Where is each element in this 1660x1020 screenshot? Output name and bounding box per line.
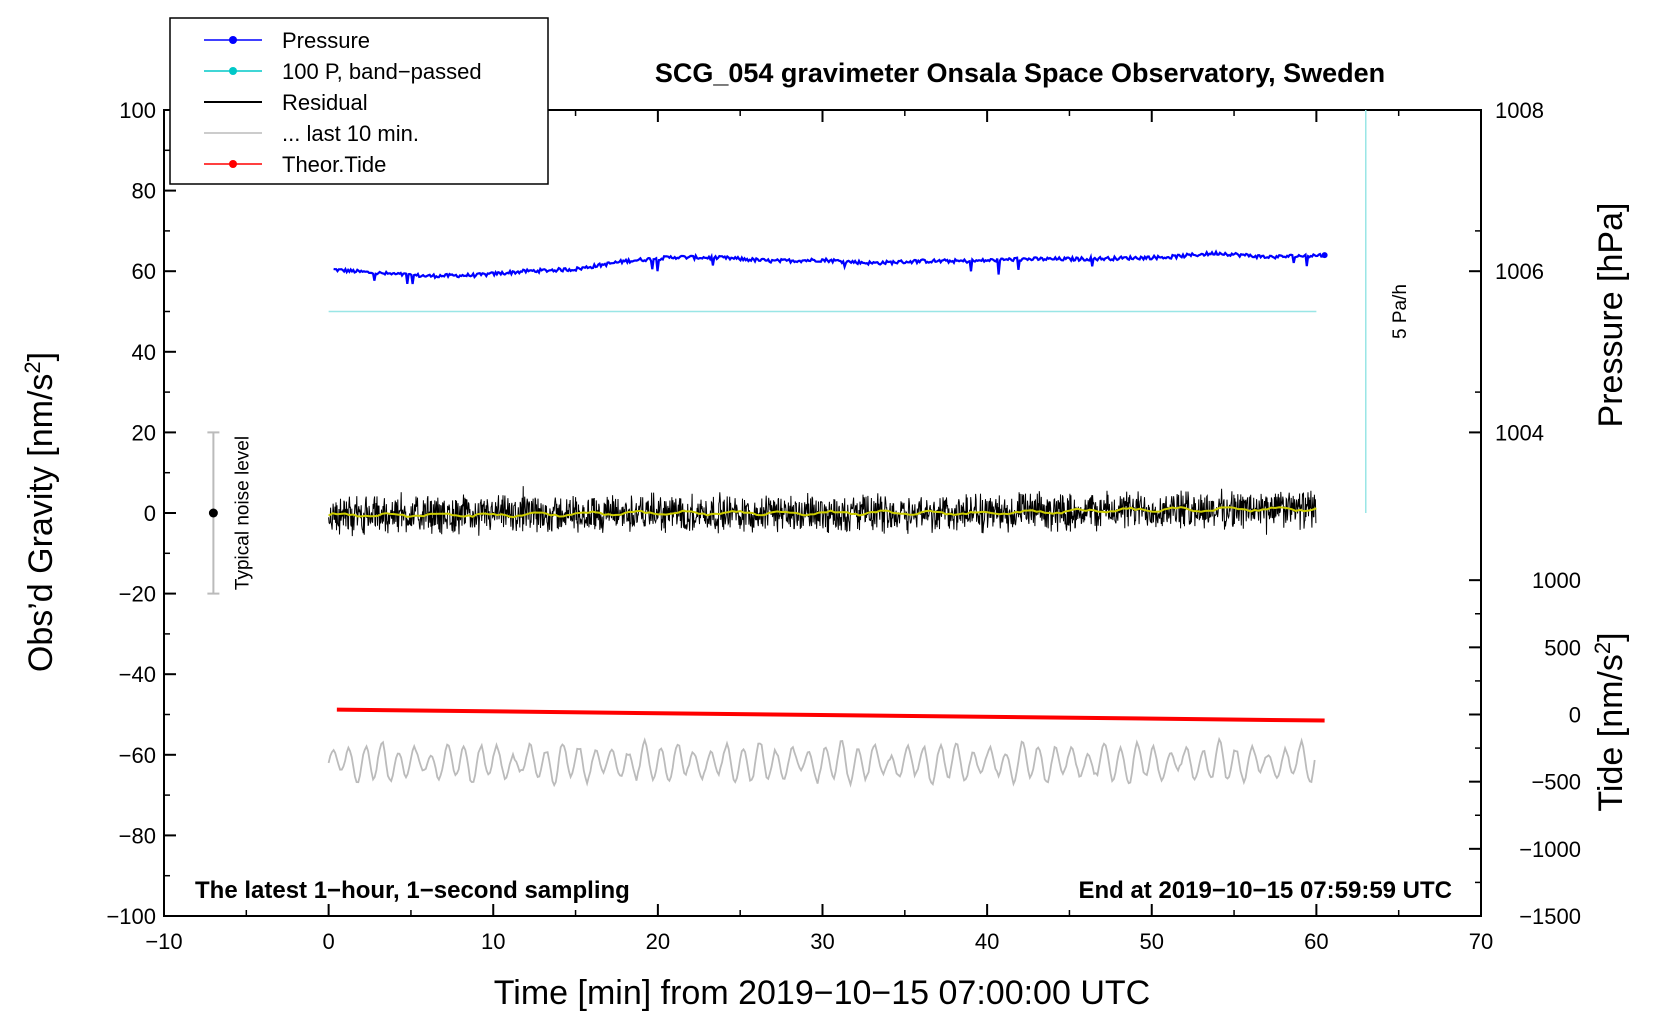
legend-label: Residual — [282, 90, 368, 115]
y-tick-label: −100 — [106, 904, 156, 929]
pressure-tick-label: 1008 — [1495, 98, 1544, 123]
x-tick-label: 50 — [1140, 929, 1164, 954]
series-last-10-min — [327, 736, 1316, 788]
noise-level-dot — [208, 508, 218, 518]
y-axis-gravity: −100 −80 −60 −40 −20 0 20 40 60 80 100 — [106, 98, 176, 929]
y-tick-label: −20 — [119, 582, 156, 607]
y-tick-label: −80 — [119, 823, 156, 848]
series-pressure-end-marker — [1321, 252, 1328, 259]
legend-label: 100 P, band−passed — [282, 59, 482, 84]
tide-tick-label: −500 — [1531, 770, 1581, 795]
y-tick-label: 60 — [132, 259, 156, 284]
x-tick-label: 40 — [975, 929, 999, 954]
x-tick-label: 20 — [646, 929, 670, 954]
chart-title: SCG_054 gravimeter Onsala Space Observat… — [655, 58, 1385, 88]
legend-label: Theor.Tide — [282, 152, 386, 177]
x-axis-title: Time [min] from 2019−10−15 07:00:00 UTC — [494, 974, 1150, 1012]
legend-marker — [229, 160, 237, 168]
x-tick-label: 30 — [810, 929, 834, 954]
y-tick-label: 80 — [132, 179, 156, 204]
tide-tick-label: −1000 — [1519, 837, 1581, 862]
y-axis-title-gravity: Obs’d Gravity [nm/s2] — [20, 352, 61, 672]
series-theoretical-tide — [336, 707, 1325, 723]
y-tick-label: 20 — [132, 420, 156, 445]
legend-label: Pressure — [282, 28, 370, 53]
legend-label: ... last 10 min. — [282, 121, 419, 146]
x-axis: −10 0 10 20 30 40 50 60 70 — [145, 110, 1493, 954]
x-tick-label: 70 — [1469, 929, 1493, 954]
annotation-layer: Typical noise level 5 Pa/h — [207, 110, 1411, 595]
y-tick-label: −60 — [119, 743, 156, 768]
series-layer — [327, 249, 1328, 788]
y-tick-label: 100 — [119, 98, 156, 123]
rate-bar-label: 5 Pa/h — [1390, 284, 1411, 339]
tide-tick-label: 500 — [1544, 635, 1581, 660]
pressure-tick-label: 1006 — [1495, 259, 1544, 284]
y-axis-title-tide: Tide [nm/s2] — [1590, 632, 1631, 811]
legend-marker — [229, 67, 237, 75]
x-tick-label: 0 — [323, 929, 335, 954]
legend-marker — [229, 36, 237, 44]
y-axis-tide: −1500 −1000 −500 0 500 1000 — [1469, 568, 1581, 929]
x-tick-label: 10 — [481, 929, 505, 954]
y-tick-label: 0 — [144, 501, 156, 526]
series-residual-smoothed — [328, 506, 1317, 519]
tide-tick-label: 0 — [1569, 703, 1581, 728]
legend: Pressure 100 P, band−passed Residual ... la… — [169, 17, 549, 185]
series-residual — [328, 486, 1317, 537]
pressure-tick-label: 1004 — [1495, 420, 1544, 445]
footer-right-note: End at 2019−10−15 07:59:59 UTC — [1078, 877, 1452, 904]
series-pressure — [333, 249, 1325, 285]
y-axis-title-pressure: Pressure [hPa] — [1592, 203, 1630, 428]
tide-tick-label: 1000 — [1532, 568, 1581, 593]
noise-level-label: Typical noise level — [232, 436, 253, 590]
y-axis-pressure: 1004100610081010 — [1469, 98, 1544, 445]
y-tick-label: 40 — [132, 340, 156, 365]
footer-left-note: The latest 1−hour, 1−second sampling — [195, 877, 630, 904]
y-tick-label: −40 — [119, 662, 156, 687]
tide-tick-label: −1500 — [1519, 904, 1581, 929]
x-tick-label: 60 — [1304, 929, 1328, 954]
x-tick-label: −10 — [145, 929, 182, 954]
